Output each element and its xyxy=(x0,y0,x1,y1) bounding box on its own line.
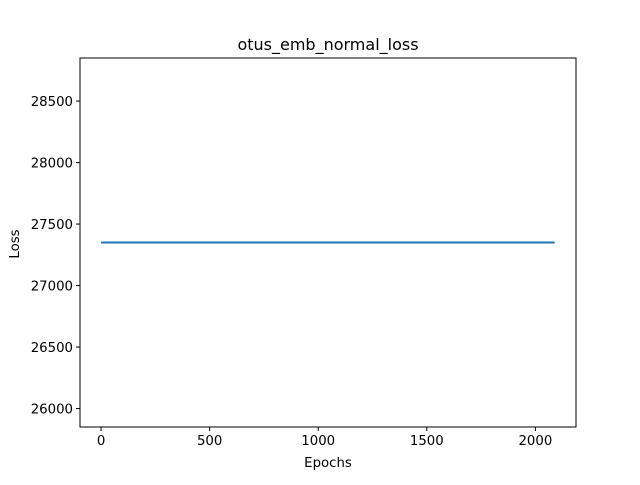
chart-title: otus_emb_normal_loss xyxy=(237,35,418,55)
x-tick-label: 1000 xyxy=(301,434,335,449)
y-tick-label: 27500 xyxy=(31,218,73,233)
x-tick-label: 1500 xyxy=(410,434,444,449)
y-tick-label: 28500 xyxy=(31,95,73,110)
x-axis-ticks: 0 500 1000 1500 2000 xyxy=(97,427,552,449)
plot-area xyxy=(79,57,577,428)
y-tick-label: 26500 xyxy=(31,341,73,356)
y-axis-ticks: 26000 26500 27000 27500 28000 28500 xyxy=(31,95,80,418)
x-tick-label: 2000 xyxy=(518,434,552,449)
x-axis-label: Epochs xyxy=(304,456,352,471)
y-tick-label: 26000 xyxy=(31,403,73,418)
y-tick-label: 28000 xyxy=(31,157,73,172)
axes-frame xyxy=(79,57,577,428)
y-tick-label: 27000 xyxy=(31,280,73,295)
x-tick-label: 500 xyxy=(197,434,222,449)
y-axis-label: Loss xyxy=(8,229,23,258)
x-tick-label: 0 xyxy=(97,434,105,449)
